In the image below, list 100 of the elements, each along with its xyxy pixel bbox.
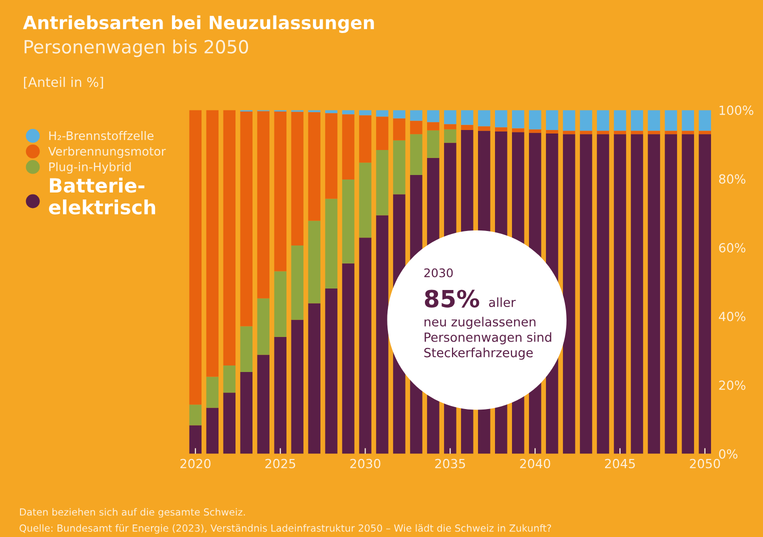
bar: [240, 326, 252, 372]
bar: [376, 215, 388, 454]
bar: [682, 134, 694, 454]
bar: [596, 134, 610, 454]
bar: [562, 110, 576, 131]
bar: [274, 271, 286, 337]
bar: [648, 134, 660, 454]
legend-label: Verbrennungsmotor: [48, 146, 166, 158]
bar: [206, 408, 219, 454]
bar: [257, 298, 270, 355]
x-tick-label: 2035: [435, 458, 465, 468]
bar: [630, 130, 644, 134]
bar: [630, 134, 644, 454]
bar: [376, 150, 388, 216]
x-tick-label: 2045: [605, 458, 635, 468]
bar: [308, 112, 320, 221]
bar: [325, 288, 338, 454]
y-tick-label: 80%: [719, 174, 746, 184]
bar: [359, 238, 372, 454]
bar: [648, 110, 660, 131]
bar: [664, 130, 678, 134]
bar: [206, 376, 219, 408]
bar: [580, 134, 592, 454]
bar: [562, 134, 576, 454]
bar: [359, 162, 372, 238]
y-tick-label: 0%: [719, 449, 738, 459]
y-tick-label: 100%: [720, 106, 754, 116]
bar: [257, 354, 270, 454]
x-tick-label: 2030: [350, 458, 380, 468]
bar: [444, 124, 456, 130]
bar: [461, 124, 474, 130]
bar: [580, 110, 592, 131]
y-tick-label: 20%: [719, 380, 746, 390]
annotation: 85% aller neu zugelassenen Personenwagen sind Steckerfahrzeuge: [424, 290, 552, 360]
bar: [410, 110, 422, 121]
bar: [189, 404, 202, 426]
bar: [614, 130, 626, 134]
bar: [308, 303, 320, 454]
bar: [308, 220, 320, 304]
bar: [495, 110, 508, 128]
bar: [342, 114, 354, 180]
bar: [698, 130, 712, 134]
bar: [342, 180, 354, 264]
bar: [393, 110, 406, 118]
legend-label: Plug-in-Hybrid: [49, 162, 131, 174]
bar: [291, 245, 304, 320]
bar: [614, 134, 626, 454]
annotation: 2030: [424, 268, 453, 278]
bar: [274, 111, 286, 272]
bar: [393, 118, 406, 140]
bar: [562, 130, 576, 134]
bar: [376, 110, 388, 117]
bar: [376, 116, 388, 150]
bar: [223, 392, 236, 454]
bar: [682, 110, 694, 131]
y-tick-label: 60%: [719, 243, 746, 252]
x-tick-label: 2020: [180, 458, 210, 468]
bar: [528, 110, 542, 130]
bar: [512, 128, 524, 132]
bar: [682, 130, 694, 134]
bar: [528, 129, 542, 133]
text: Daten beziehen sich auf die gesamte Schweiz.: [20, 508, 245, 518]
bar: [444, 129, 456, 143]
bar: [698, 134, 712, 454]
bar: [427, 130, 440, 158]
x-tick-label: 2040: [520, 458, 550, 468]
bar: [427, 110, 440, 122]
bar: [223, 110, 236, 366]
bar: [478, 126, 490, 131]
bar: [240, 372, 252, 454]
bar: [410, 134, 422, 176]
x-tick-label: 2025: [265, 458, 296, 468]
chart-title: Antriebsarten bei Neuzulassungen: [22, 15, 374, 33]
x-tick-label: 2050: [690, 458, 720, 468]
bar: [291, 320, 304, 454]
bar: [427, 122, 440, 130]
bar: [223, 365, 236, 393]
y-tick-label: 40%: [718, 312, 746, 322]
bar: [546, 130, 558, 134]
bar: [206, 110, 219, 377]
bar: [596, 130, 610, 134]
text: [Anteil in %]: [24, 76, 104, 89]
bar: [664, 134, 678, 454]
bar: [189, 425, 202, 454]
bar: [291, 112, 304, 246]
legend-label: H₂-Brennstoffzelle: [49, 131, 154, 140]
bar: [359, 115, 372, 163]
legend-label: Batterie- elektrisch: [48, 178, 156, 215]
bar: [664, 110, 678, 131]
bar: [325, 198, 338, 288]
source-note: Quelle: Bundesamt für Energie (2023), Verständnis Ladeinfrastruktur 2050 – Wie lädt die Schweiz in Zukunft?: [20, 524, 552, 534]
bar: [189, 110, 202, 405]
bar: [596, 110, 610, 131]
bar: [630, 110, 644, 131]
bar: [648, 130, 660, 134]
bar: [478, 110, 490, 126]
bar: [410, 120, 422, 134]
bar: [495, 127, 508, 132]
bar: [546, 110, 558, 130]
bar: [698, 110, 712, 131]
